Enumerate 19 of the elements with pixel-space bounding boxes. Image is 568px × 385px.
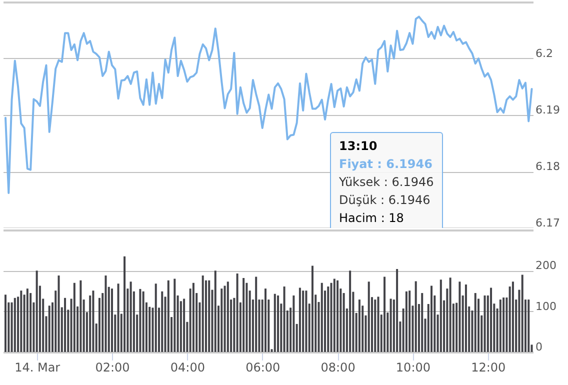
y-tick-label: 6.17 <box>536 216 560 230</box>
y-tick-label: 6.19 <box>536 104 560 116</box>
x-tick-label: 12:00 <box>471 360 506 374</box>
x-tick-label: 04:00 <box>170 360 205 374</box>
annotation: Hacim : 18 <box>339 210 405 227</box>
annotation: Düşük : 6.1946 <box>339 192 432 209</box>
x-tick-label: 14. Mar <box>14 360 60 374</box>
annotation: Fiyat : 6.1946 <box>339 156 434 173</box>
x-tick-label: 02:00 <box>95 360 130 374</box>
y-tick-label: 100 <box>536 300 556 313</box>
y-tick-label: 200 <box>536 259 556 272</box>
annotation: Yüksek : 6.1946 <box>339 174 434 191</box>
annotation: 13:10 <box>339 138 378 155</box>
x-tick-label: 06:00 <box>246 360 280 374</box>
y-tick-label: 0 <box>536 340 542 354</box>
y-tick-label: 6.2 <box>536 47 553 60</box>
y-tick-label: 6.18 <box>536 160 560 173</box>
x-tick-label: 10:00 <box>396 360 431 374</box>
x-tick-label: 08:00 <box>320 360 356 374</box>
